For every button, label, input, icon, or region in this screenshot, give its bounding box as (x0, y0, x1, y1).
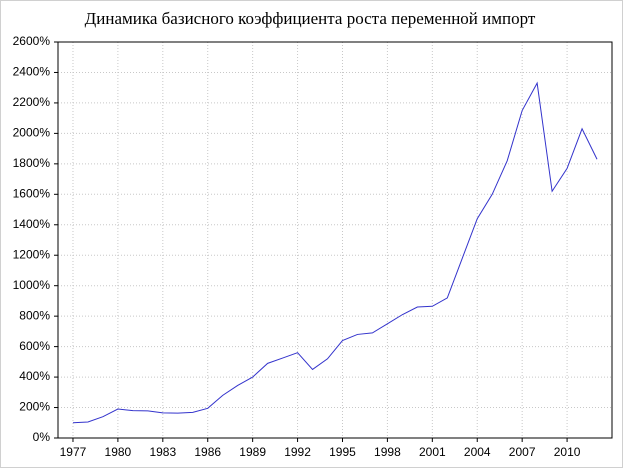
y-tick-label: 600% (19, 339, 50, 353)
x-tick-label: 1977 (60, 445, 87, 459)
x-tick-label: 2010 (554, 445, 581, 459)
chart-title: Динамика базисного коэффициента роста пе… (85, 9, 536, 28)
plot-frame (57, 41, 613, 439)
y-tick-label: 0% (33, 430, 51, 444)
x-tick-label: 1995 (329, 445, 356, 459)
x-tick-label: 1998 (374, 445, 401, 459)
y-tick-label: 1600% (13, 186, 51, 200)
y-tick-label: 1200% (13, 247, 51, 261)
y-tick-label: 1000% (13, 278, 51, 292)
x-tick-label: 1983 (149, 445, 176, 459)
y-tick-label: 2400% (13, 65, 51, 79)
x-tick-label: 1989 (239, 445, 266, 459)
y-tick-label: 2600% (13, 34, 51, 48)
x-tick-label: 1980 (105, 445, 132, 459)
x-tick-label: 1992 (284, 445, 311, 459)
y-tick-label: 1800% (13, 156, 51, 170)
plot-area (58, 42, 612, 438)
x-tick-label: 2001 (419, 445, 446, 459)
y-tick-label: 2000% (13, 126, 51, 140)
x-tick-label: 1986 (194, 445, 221, 459)
x-tick-label: 2004 (464, 445, 491, 459)
x-tick-label: 2007 (509, 445, 536, 459)
y-tick-label: 2200% (13, 95, 51, 109)
y-tick-label: 200% (19, 400, 50, 414)
y-tick-label: 800% (19, 308, 50, 322)
y-tick-label: 1400% (13, 217, 51, 231)
y-tick-label: 400% (19, 369, 50, 383)
data-line (72, 81, 598, 424)
